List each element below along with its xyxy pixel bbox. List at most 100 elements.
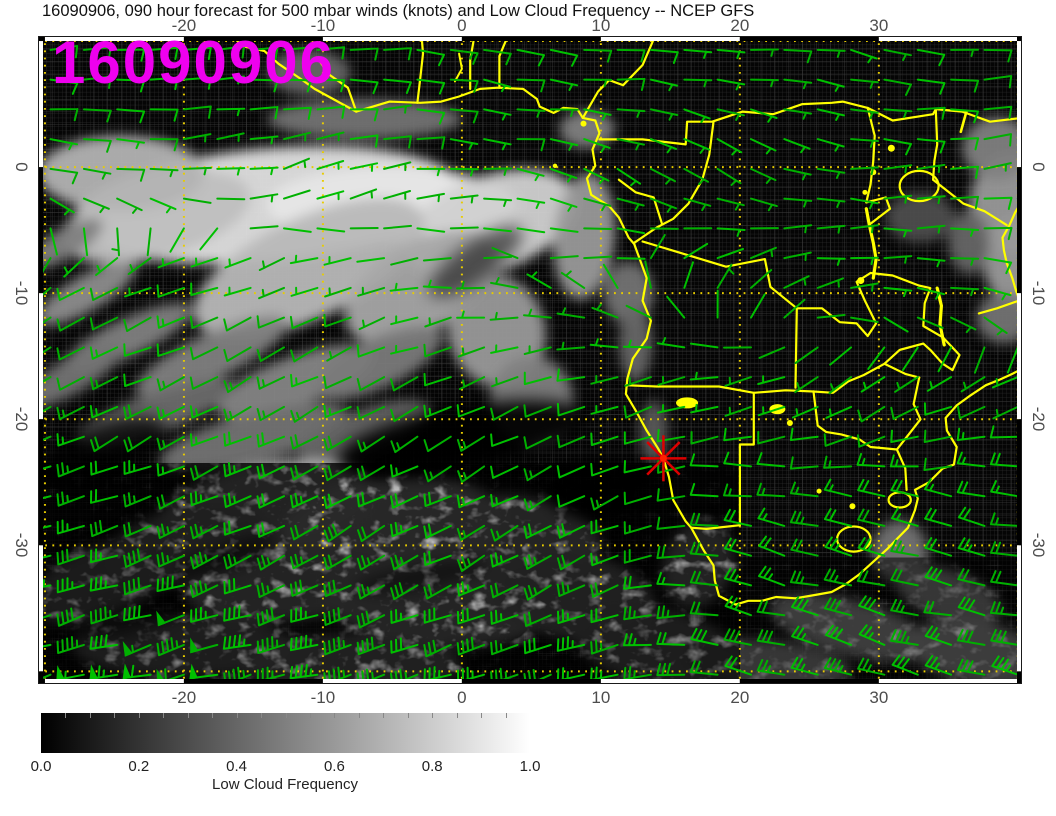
wind-barb-flag: [89, 664, 98, 681]
wind-barb: [1006, 346, 1019, 374]
wind-barb: [383, 78, 412, 94]
wind-barb: [750, 269, 773, 289]
wind-barb: [556, 494, 586, 508]
wind-barb: [556, 402, 586, 417]
colorbar-tick: [261, 713, 263, 718]
wind-barb: [49, 45, 79, 59]
wind-barb: [56, 376, 85, 391]
wind-barb: [924, 655, 953, 676]
wind-barb: [616, 77, 646, 91]
wind-barb: [623, 606, 652, 621]
wind-barb-flag: [156, 610, 167, 627]
wind-barb: [657, 375, 686, 386]
wind-barb: [883, 108, 913, 119]
wind-barb: [990, 570, 1019, 587]
wind-barb: [683, 167, 709, 186]
wind-barb: [383, 190, 411, 200]
country-border: [977, 298, 1022, 315]
wind-barb: [95, 257, 119, 276]
wind-barb: [156, 463, 185, 477]
wind-barb: [116, 48, 146, 62]
wind-barb: [758, 565, 786, 587]
wind-barb: [989, 512, 1019, 527]
wind-barb: [616, 108, 646, 118]
wind-barb: [390, 493, 419, 509]
wind-barb: [750, 293, 766, 319]
wind-barb: [349, 162, 379, 172]
wind-barb: [456, 404, 486, 418]
wind-barb: [199, 227, 219, 251]
wind-barb: [549, 227, 579, 233]
wind-barb: [616, 48, 646, 63]
wind-barb: [690, 627, 719, 646]
wind-barb: [950, 165, 979, 179]
wind-barb: [991, 655, 1019, 676]
wind-barb: [850, 48, 878, 64]
country-border: [416, 36, 425, 104]
wind-barb: [423, 666, 452, 682]
wind-barb: [983, 286, 1012, 301]
wind-barb: [816, 314, 846, 319]
timestamp-overlay: 16090906: [52, 29, 335, 96]
wind-barb: [523, 584, 552, 601]
wind-barb: [449, 78, 479, 93]
wind-barb: [757, 430, 786, 445]
wind-barb: [289, 315, 319, 330]
wind-barb: [323, 256, 352, 266]
wind-barb: [123, 343, 152, 357]
wind-barb-flag: [190, 637, 199, 654]
wind-barb: [850, 138, 879, 148]
wind-barb: [983, 162, 1012, 172]
wind-barb: [924, 566, 953, 587]
wind-barb: [223, 431, 252, 447]
wind-barb: [723, 567, 752, 587]
wind-barb: [189, 465, 219, 481]
map-frame: [38, 36, 1022, 684]
wind-barb: [789, 456, 819, 470]
country-border: [624, 384, 815, 394]
wind-barb: [556, 368, 586, 382]
wind-barb: [890, 629, 919, 646]
wind-barb-flag: [122, 663, 132, 680]
wind-barb: [116, 78, 146, 93]
wind-barb: [916, 286, 945, 300]
wind-barb: [883, 316, 909, 333]
country-border: [795, 271, 878, 338]
wind-barb: [724, 376, 752, 387]
country-border: [883, 284, 961, 372]
wind-barb: [449, 138, 479, 150]
colorbar-tick: [309, 713, 311, 718]
wind-barb: [724, 595, 752, 617]
country-border: [690, 391, 755, 530]
wind-barb: [824, 536, 853, 557]
wind-barb: [189, 315, 219, 329]
wind-barb: [357, 286, 386, 297]
wind-barb: [56, 286, 85, 301]
wind-barb: [850, 282, 879, 292]
wind-barb: [549, 78, 579, 91]
left-axis-tick-label: -30: [12, 533, 31, 558]
wind-barb: [850, 108, 879, 120]
wind-barb: [816, 138, 845, 152]
wind-barb: [816, 197, 846, 208]
wind-barb: [957, 405, 986, 420]
wind-barb: [616, 227, 646, 235]
wind-barb: [416, 136, 446, 150]
wind-barb: [123, 605, 152, 622]
wind-barb: [449, 108, 479, 124]
wind-barb: [123, 522, 152, 538]
wind-barb: [750, 197, 778, 212]
wind-barb: [590, 666, 619, 681]
wind-barb: [890, 507, 919, 527]
lake-turkana: [959, 110, 968, 134]
left-axis-tick-label: -10: [12, 280, 31, 306]
wind-barb: [783, 197, 813, 208]
wind-barb: [850, 316, 879, 323]
colorbar-tick: [432, 713, 434, 718]
wind-barb: [490, 433, 519, 447]
wind-barb: [123, 548, 152, 568]
wind-barb: [716, 138, 743, 156]
wind-barb: [483, 108, 512, 121]
wind-barb: [89, 405, 119, 419]
wind-barb: [423, 583, 452, 600]
